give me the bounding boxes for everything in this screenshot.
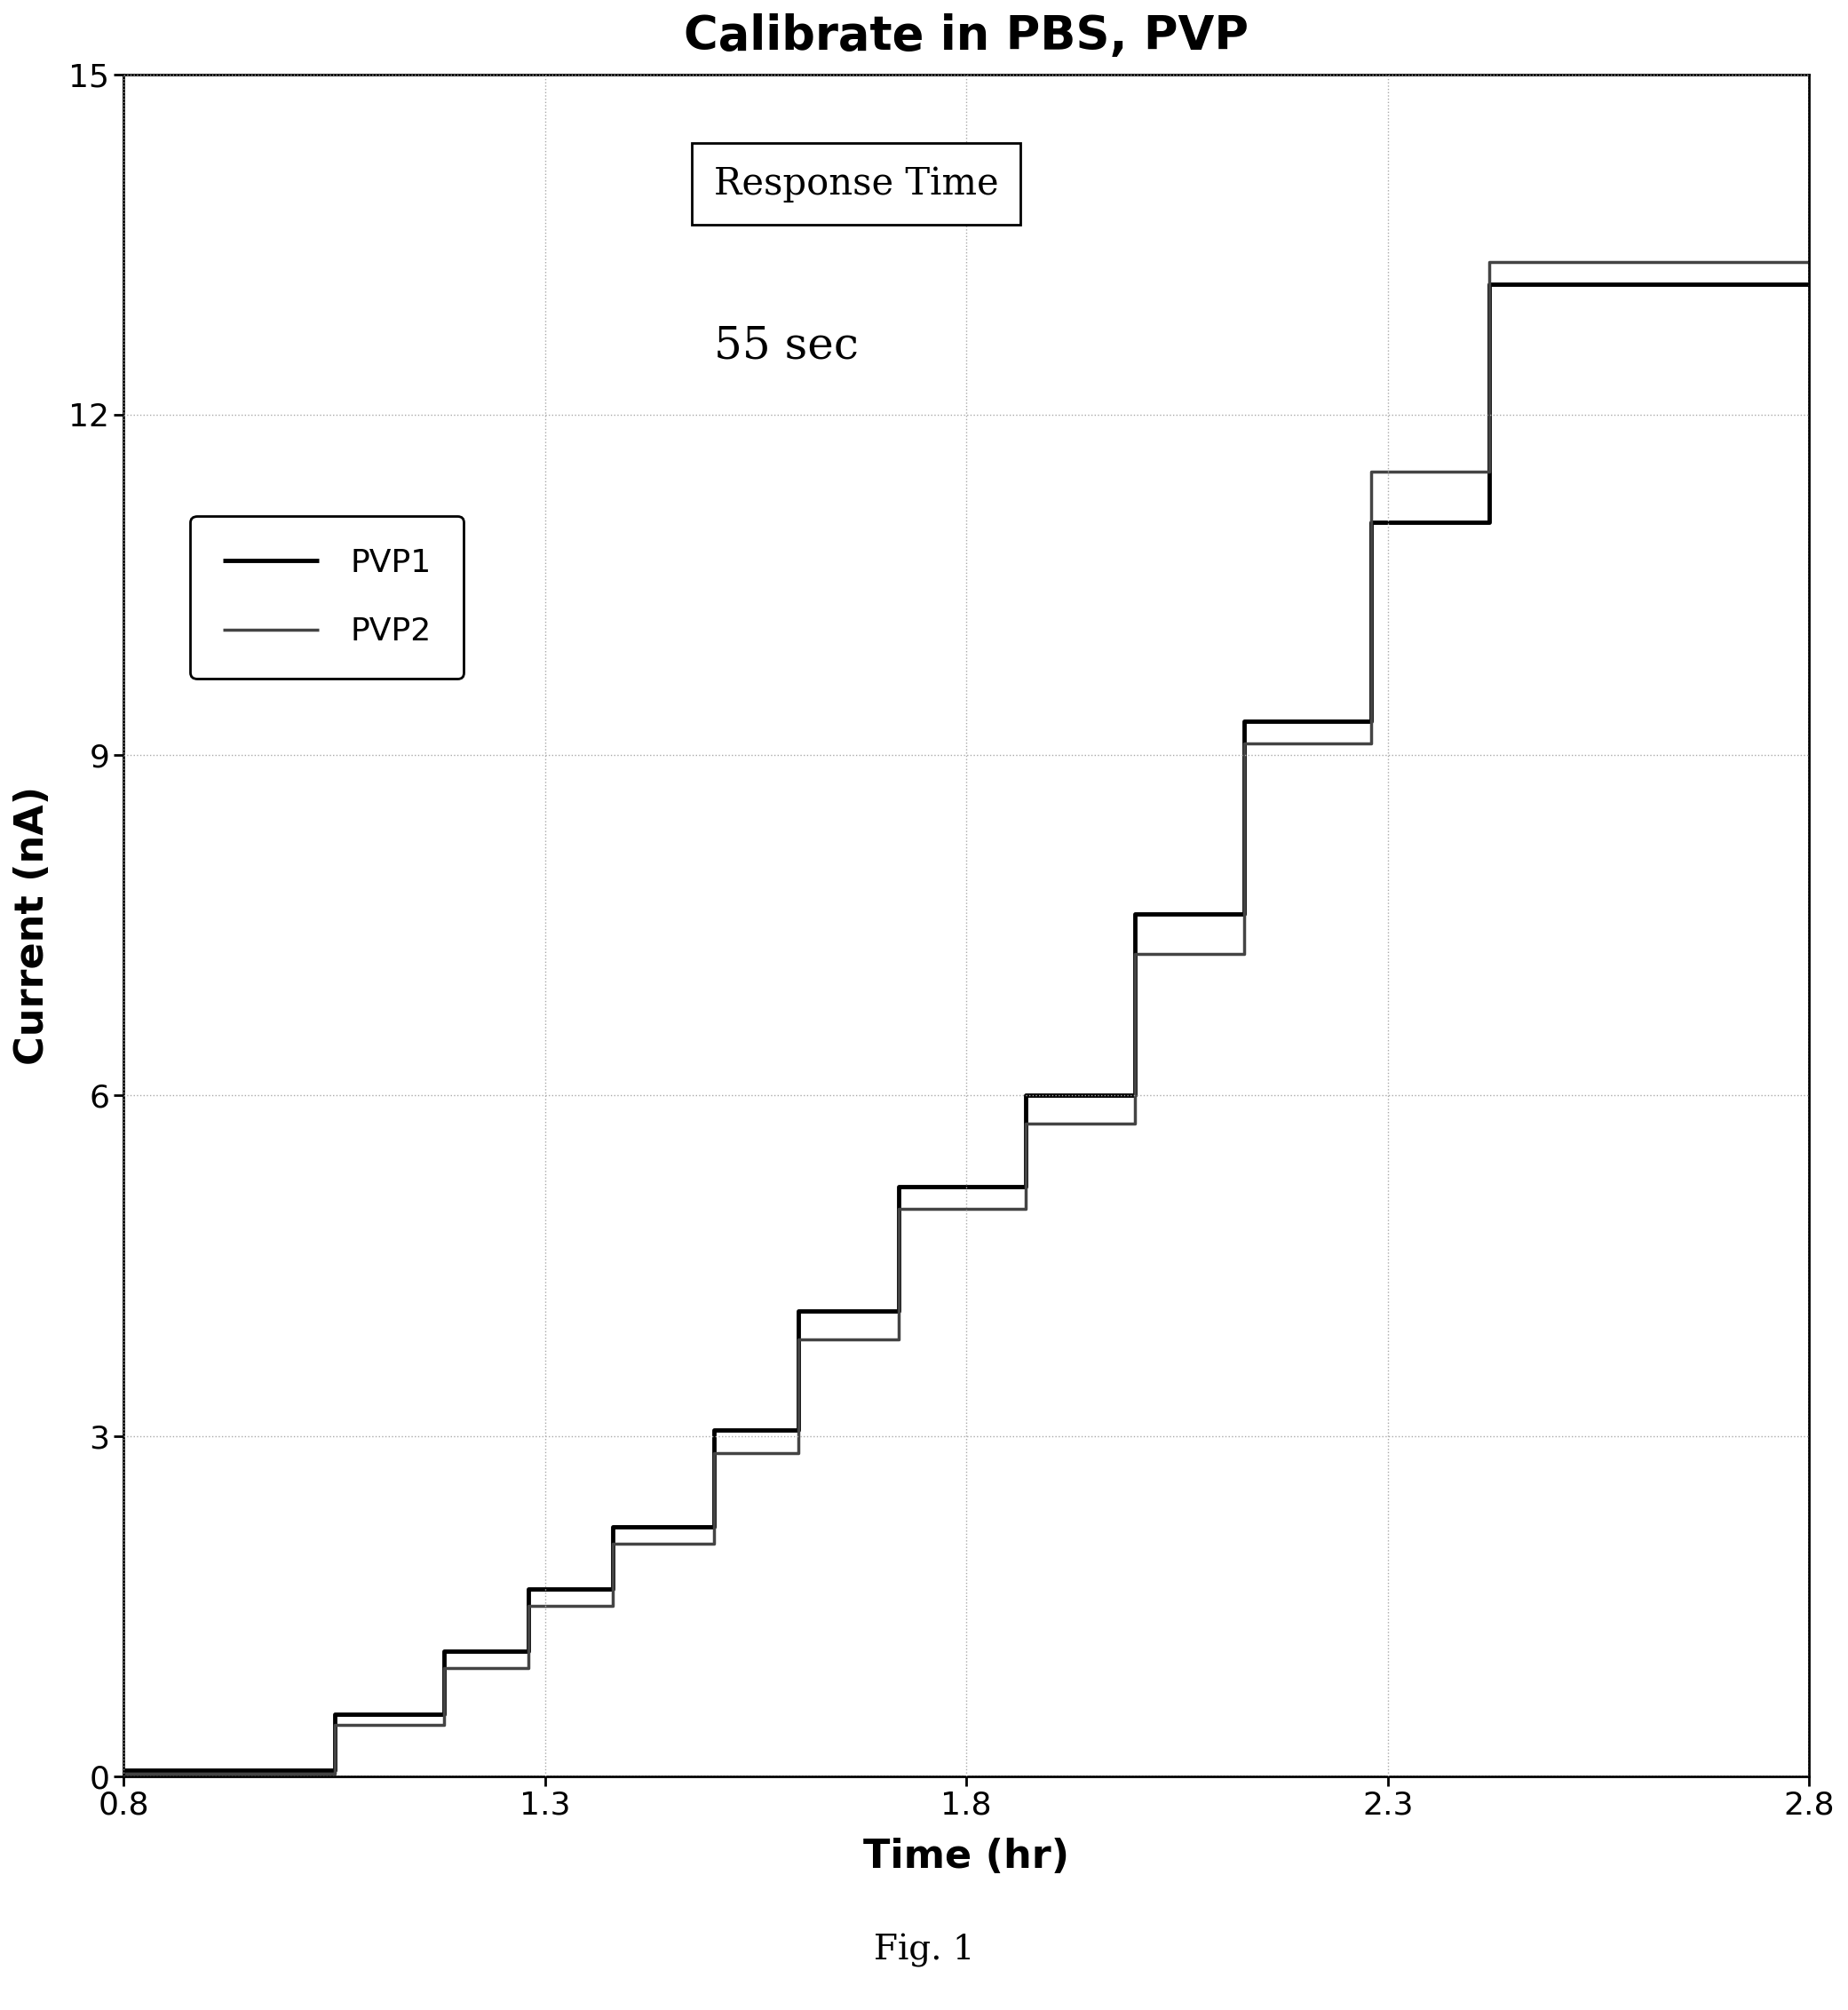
PVP1: [1233, 902, 1255, 927]
PVP1: [601, 1578, 623, 1602]
PVP2: [1124, 941, 1146, 965]
PVP2: [702, 1532, 724, 1556]
PVP2: [113, 1763, 135, 1787]
PVP2: [787, 1441, 809, 1465]
PVP1: [601, 1516, 623, 1540]
Line: PVP1: PVP1: [124, 283, 1809, 1771]
Line: PVP2: PVP2: [124, 261, 1809, 1775]
PVP1: [432, 1640, 455, 1664]
PVP2: [1015, 1196, 1037, 1220]
PVP1: [323, 1702, 346, 1727]
PVP1: [1798, 271, 1820, 295]
PVP2: [517, 1594, 540, 1618]
PVP1: [787, 1298, 809, 1323]
PVP2: [1360, 460, 1382, 484]
PVP2: [517, 1656, 540, 1680]
PVP2: [787, 1327, 809, 1351]
PVP2: [1233, 732, 1255, 756]
PVP2: [601, 1532, 623, 1556]
PVP1: [517, 1578, 540, 1602]
PVP2: [1015, 1112, 1037, 1136]
Text: Fig. 1: Fig. 1: [874, 1934, 974, 1968]
PVP1: [887, 1174, 909, 1198]
Legend: PVP1, PVP2: PVP1, PVP2: [190, 517, 464, 679]
PVP1: [702, 1419, 724, 1443]
PVP1: [432, 1702, 455, 1727]
PVP2: [601, 1594, 623, 1618]
PVP1: [517, 1640, 540, 1664]
PVP1: [787, 1419, 809, 1443]
PVP1: [323, 1759, 346, 1783]
PVP1: [1233, 710, 1255, 734]
PVP1: [1124, 902, 1146, 927]
PVP2: [1124, 1112, 1146, 1136]
PVP2: [1233, 941, 1255, 965]
PVP1: [1360, 710, 1382, 734]
PVP1: [1015, 1174, 1037, 1198]
PVP1: [1478, 271, 1501, 295]
PVP1: [702, 1516, 724, 1540]
PVP1: [1360, 511, 1382, 535]
PVP2: [1360, 732, 1382, 756]
PVP2: [887, 1196, 909, 1220]
Text: 55 sec: 55 sec: [713, 324, 857, 368]
PVP1: [1015, 1083, 1037, 1108]
PVP2: [323, 1713, 346, 1737]
PVP1: [113, 1759, 135, 1783]
PVP2: [887, 1327, 909, 1351]
PVP2: [432, 1656, 455, 1680]
PVP1: [1124, 1083, 1146, 1108]
PVP2: [1798, 249, 1820, 273]
Title: Calibrate in PBS, PVP: Calibrate in PBS, PVP: [684, 14, 1249, 60]
Text: Response Time: Response Time: [713, 165, 998, 203]
PVP2: [323, 1763, 346, 1787]
PVP2: [432, 1713, 455, 1737]
PVP2: [1478, 249, 1501, 273]
PVP1: [887, 1298, 909, 1323]
PVP1: [1478, 511, 1501, 535]
Y-axis label: Current (nA): Current (nA): [13, 786, 52, 1065]
PVP2: [1478, 460, 1501, 484]
PVP2: [702, 1441, 724, 1465]
X-axis label: Time (hr): Time (hr): [863, 1837, 1070, 1875]
